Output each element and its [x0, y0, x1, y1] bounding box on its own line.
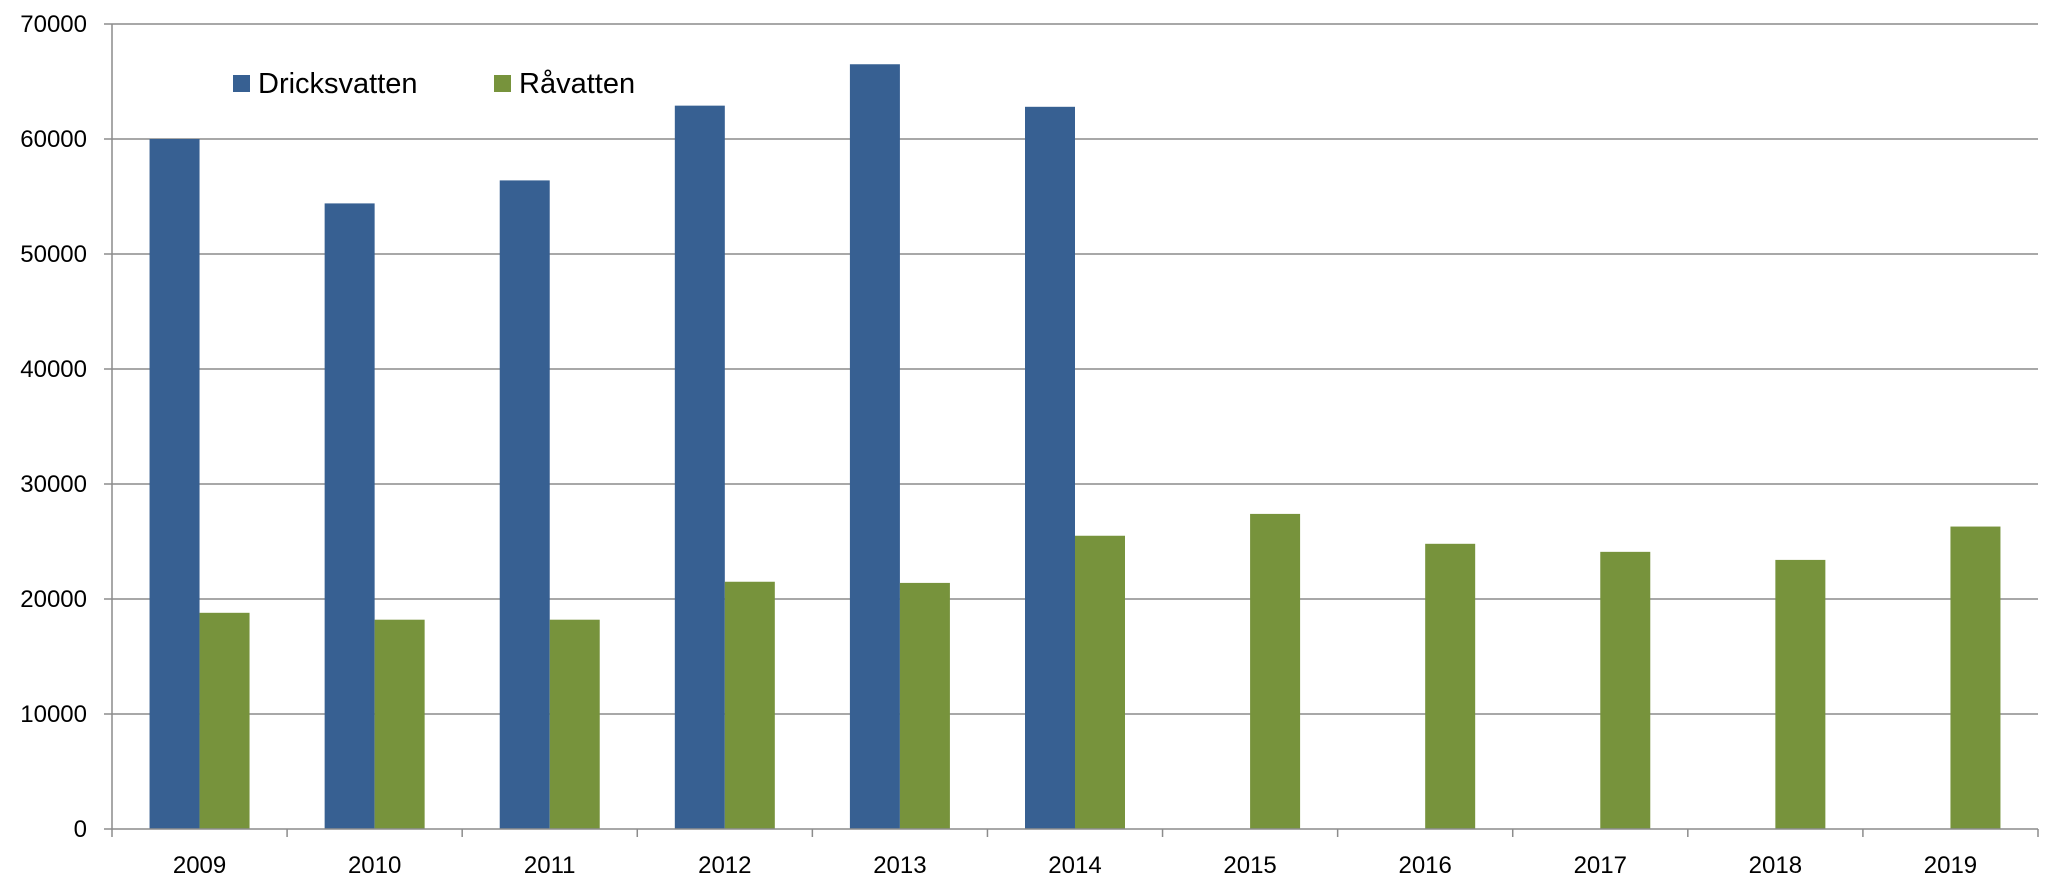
x-axis-tick-labels: 2009 2010 2011 2012 2013 2014 2015 2016 2017 2018…	[173, 852, 1977, 879]
x-tick-label: 2016	[1398, 852, 1451, 879]
x-tick-label: 2017	[1574, 852, 1627, 879]
bar-dricksvatten-2012	[674, 105, 725, 829]
y-tick-label: 10000	[20, 701, 87, 728]
bar-r-vatten-2011	[549, 619, 600, 829]
legend-swatch	[494, 75, 511, 92]
x-tick-label: 2015	[1223, 852, 1276, 879]
bar-dricksvatten-2009	[149, 139, 200, 829]
x-tick-label: 2019	[1924, 852, 1977, 879]
bars	[149, 64, 2001, 830]
x-tick-label: 2010	[348, 852, 401, 879]
bar-r-vatten-2015	[1250, 513, 1301, 829]
bar-dricksvatten-2010	[324, 203, 375, 829]
bar-r-vatten-2019	[1950, 526, 2001, 829]
legend-item-r-vatten: Råvatten	[494, 68, 635, 100]
y-tick-label: 60000	[20, 126, 87, 153]
x-tick-label: 2009	[173, 852, 226, 879]
legend-label: Råvatten	[519, 68, 635, 100]
bar-r-vatten-2013	[899, 582, 950, 829]
x-tick-label: 2011	[524, 852, 576, 879]
bar-r-vatten-2010	[374, 619, 425, 829]
y-tick-label: 50000	[20, 241, 87, 268]
axes	[104, 23, 2039, 837]
bar-dricksvatten-2013	[849, 64, 900, 829]
bar-dricksvatten-2011	[499, 180, 550, 829]
legend: Dricksvatten Råvatten	[233, 68, 635, 100]
legend-label: Dricksvatten	[258, 68, 418, 100]
x-tick-label: 2012	[698, 852, 751, 879]
x-tick-label: 2018	[1749, 852, 1802, 879]
legend-swatch	[233, 75, 250, 92]
bar-r-vatten-2009	[199, 612, 250, 829]
bar-dricksvatten-2014	[1025, 106, 1075, 830]
legend-item-dricksvatten: Dricksvatten	[233, 68, 418, 100]
bar-r-vatten-2017	[1600, 551, 1651, 829]
y-tick-label: 0	[74, 816, 87, 843]
y-tick-label: 70000	[20, 11, 87, 38]
y-axis-tick-labels: 0 10000 20000 30000 40000 50000 60000 70000	[20, 11, 87, 843]
y-tick-label: 30000	[20, 471, 87, 498]
y-tick-label: 20000	[20, 586, 87, 613]
x-tick-label: 2013	[873, 852, 926, 879]
bar-r-vatten-2016	[1425, 543, 1476, 829]
bar-r-vatten-2012	[724, 581, 775, 829]
y-tick-label: 40000	[20, 356, 87, 383]
bar-r-vatten-2014	[1075, 535, 1125, 829]
bar-r-vatten-2018	[1775, 559, 1826, 829]
x-tick-label: 2014	[1048, 852, 1101, 879]
